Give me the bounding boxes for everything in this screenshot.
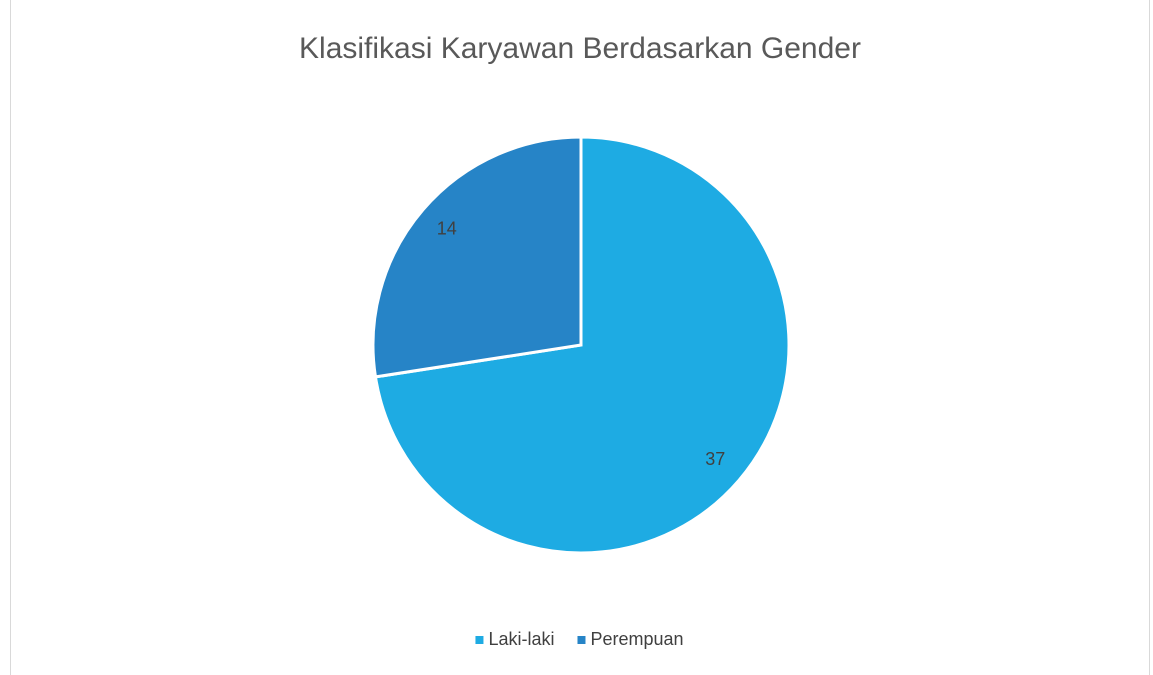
legend-swatch <box>577 636 586 644</box>
data-label: 37 <box>705 449 725 469</box>
data-label: 14 <box>437 219 457 239</box>
legend-label: Laki-laki <box>488 629 554 649</box>
pie-slice <box>371 135 583 379</box>
chart-title: Klasifikasi Karyawan Berdasarkan Gender <box>299 32 861 65</box>
legend-label: Perempuan <box>590 629 683 649</box>
legend-swatch <box>475 636 484 644</box>
